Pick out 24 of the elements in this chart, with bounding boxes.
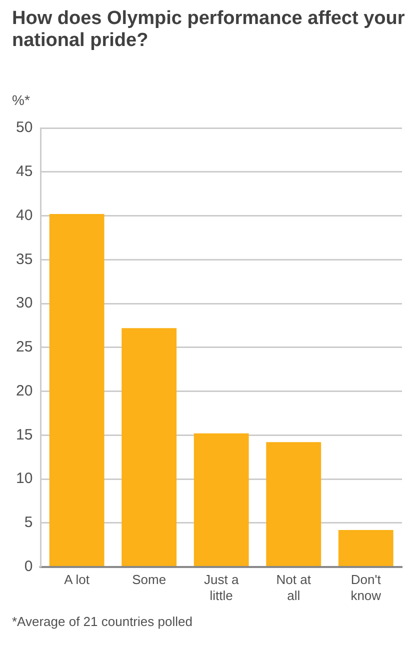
bar [266,442,322,566]
x-tick-label: Some [132,572,166,588]
y-tick-label: 10 [16,470,33,488]
y-tick-label: 45 [16,163,33,180]
x-tick-label: A lot [64,572,90,588]
chart-title: How does Olympic performance affect your national pride? [12,8,406,52]
bar [194,433,249,566]
y-tick-label: 0 [24,558,33,575]
y-tick-label: 30 [16,294,33,312]
y-axis-title: %* [12,92,30,108]
y-tick-label: 15 [16,426,33,444]
bar [338,530,394,566]
bar [49,214,104,566]
y-tick-label: 5 [24,514,33,532]
y-tick-label: 20 [16,382,33,400]
y-tick-label: 50 [16,119,33,136]
x-tick-label: Just a little [204,572,240,603]
text: *Average of 21 countries polled [12,613,192,631]
x-tick-label: Not at all [276,572,312,603]
y-tick-label: 40 [16,206,33,224]
x-tick-label: Don't know [350,572,382,603]
bar [122,328,177,566]
y-tick-label: 25 [16,338,33,356]
y-tick-label: 35 [16,250,33,268]
